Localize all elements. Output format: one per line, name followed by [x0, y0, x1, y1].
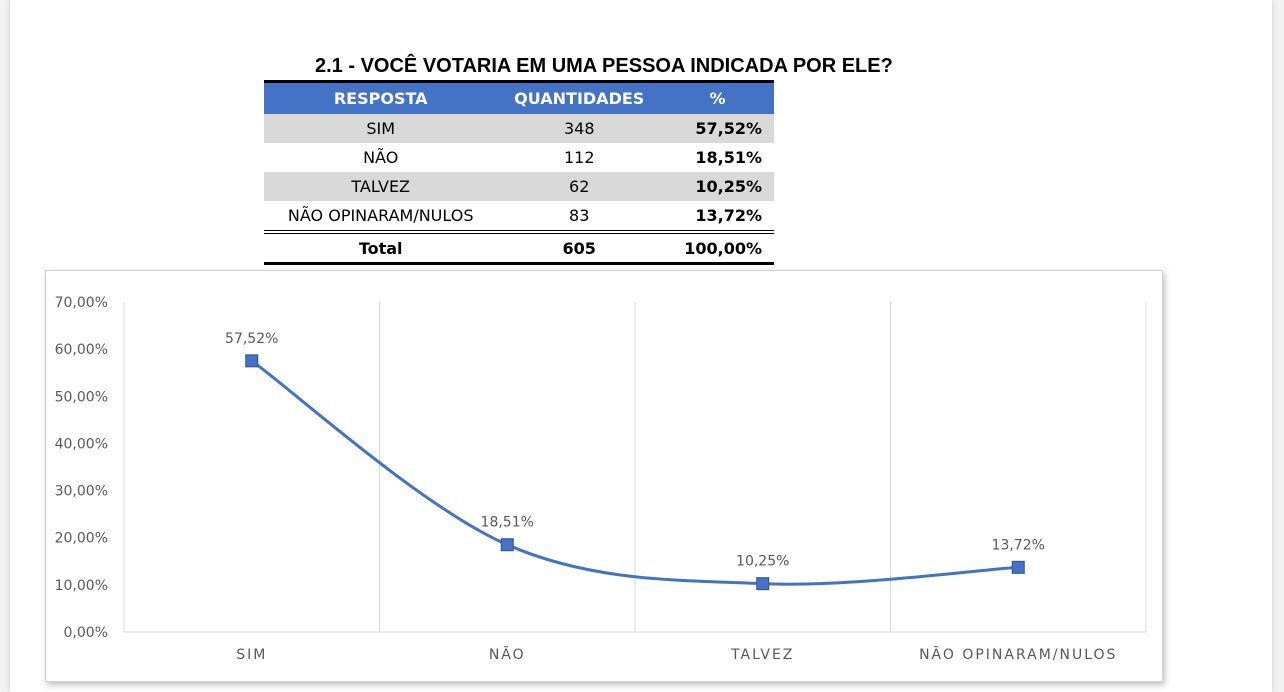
y-tick-label: 50,00% [55, 389, 108, 405]
x-tick-label: NÃO OPINARAM/NULOS [919, 646, 1117, 663]
y-tick-label: 10,00% [55, 578, 108, 594]
y-tick-label: 0,00% [64, 625, 108, 641]
y-tick-label: 60,00% [55, 342, 108, 358]
header-percent: % [661, 80, 774, 114]
table-row: TALVEZ 62 10,25% [264, 172, 774, 201]
results-table: RESPOSTA QUANTIDADES % SIM 348 57,52% NÃ… [264, 80, 774, 265]
table-total-row: Total 605 100,00% [264, 230, 774, 265]
chart-container: 0,00% 10,00% 20,00% 30,00% 40,00% 50,00% 60,00… [45, 270, 1163, 682]
cell-quantidade: 83 [569, 206, 590, 225]
data-point-marker [1011, 560, 1025, 574]
cell-percent: 18,51% [695, 148, 762, 167]
cell-quantidade: 348 [497, 114, 662, 143]
table-row: NÃO 112 18,51% [264, 143, 774, 172]
y-tick-label: 20,00% [55, 531, 108, 547]
y-tick-label: 70,00% [55, 295, 108, 311]
header-quantidades: QUANTIDADES [497, 80, 662, 114]
data-point-marker [500, 538, 514, 552]
y-tick-label: 40,00% [55, 436, 108, 452]
x-tick-label: TALVEZ [730, 647, 794, 663]
table-header-row: RESPOSTA QUANTIDADES % [264, 80, 774, 114]
x-tick-label: SIM [236, 647, 267, 663]
y-tick-label: 30,00% [55, 484, 108, 500]
data-label: 10,25% [736, 554, 789, 570]
cell-resposta: TALVEZ [264, 172, 498, 201]
cell-resposta: NÃO [363, 148, 399, 167]
data-point-marker [245, 354, 259, 368]
header-resposta: RESPOSTA [264, 80, 498, 114]
data-label: 18,51% [481, 515, 534, 531]
series-line [250, 359, 1019, 586]
cell-percent: 13,72% [695, 206, 762, 225]
page-title: 2.1 - VOCÊ VOTARIA EM UMA PESSOA INDICAD… [315, 55, 893, 77]
data-label: 57,52% [225, 331, 278, 347]
total-label: Total [264, 230, 498, 265]
cell-quantidade: 62 [497, 172, 662, 201]
total-percent: 100,00% [661, 230, 774, 265]
x-tick-label: NÃO [489, 646, 526, 663]
cell-percent: 10,25% [661, 172, 774, 201]
cell-resposta: SIM [264, 114, 498, 143]
cell-percent: 57,52% [661, 114, 774, 143]
cell-quantidade: 112 [563, 148, 595, 167]
total-quantidade: 605 [497, 230, 662, 265]
table-row: NÃO OPINARAM/NULOS 83 13,72% [264, 201, 774, 232]
line-chart: 0,00% 10,00% 20,00% 30,00% 40,00% 50,00% 60,00… [55, 295, 1147, 663]
data-point-marker [756, 577, 770, 591]
data-label: 13,72% [992, 537, 1045, 553]
table-row: SIM 348 57,52% [264, 114, 774, 143]
cell-resposta: NÃO OPINARAM/NULOS [287, 206, 474, 225]
